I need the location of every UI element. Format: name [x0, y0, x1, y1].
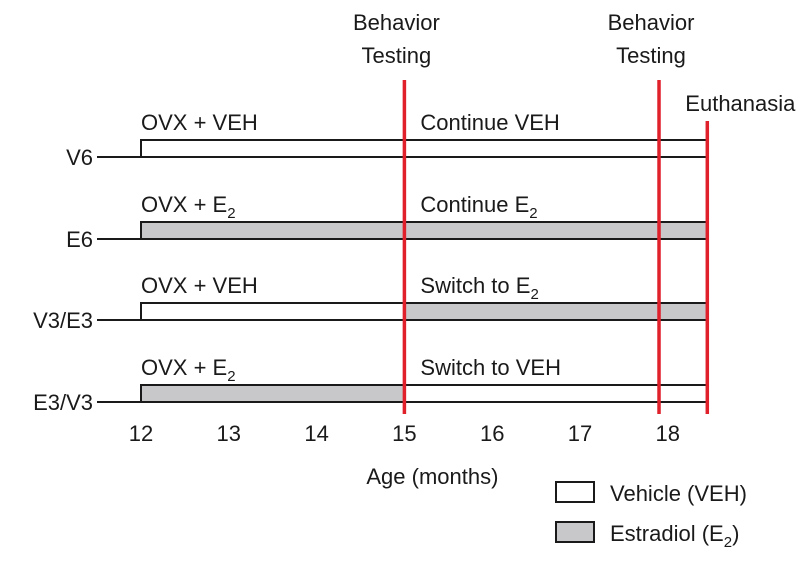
group-v3-e3-phase1-bar [140, 302, 406, 321]
behavior-1-label-line1: Behavior [353, 10, 440, 35]
x-tick-12: 12 [129, 421, 153, 446]
x-tick-13: 13 [217, 421, 241, 446]
group-v6-phase1-label-text: OVX + VEH [141, 110, 258, 135]
euthanasia-label: Euthanasia [685, 91, 796, 116]
group-e3-v3-phase1-label: OVX + E2 [141, 355, 236, 385]
legend-swatch-vehicle [555, 481, 595, 503]
group-v3-e3-phase2-label: Switch to E2 [420, 273, 538, 303]
x-tick-17: 17 [568, 421, 592, 446]
legend-label-vehicle: Vehicle (VEH) [610, 481, 747, 506]
group-e6-phase2-label-subscript: 2 [529, 205, 537, 222]
group-e3-v3-phase1-bar [140, 384, 406, 403]
group-v3-e3-phase1-label: OVX + VEH [141, 273, 258, 298]
group-v3-e3-label: V3/E3 [33, 308, 93, 333]
group-v3-e3-phase2-label-text: Switch to E [420, 273, 530, 298]
legend-label-estradiol-subscript: 2 [724, 534, 732, 551]
group-e6-label: E6 [66, 227, 93, 252]
group-e6-phase1-label-subscript: 2 [227, 205, 235, 222]
group-e6-phase1-label-text: OVX + E [141, 192, 227, 217]
group-v3-e3-phase2-label-subscript: 2 [530, 286, 538, 303]
group-v6-phase2-bar [403, 139, 709, 158]
x-tick-14: 14 [304, 421, 328, 446]
group-e6-phase1-bar [140, 221, 406, 240]
group-e3-v3-phase2-label-text: Switch to VEH [420, 355, 561, 380]
x-tick-15: 15 [392, 421, 416, 446]
group-e3-v3-phase2-label: Switch to VEH [420, 355, 561, 380]
group-e3-v3-phase2-bar [403, 384, 709, 403]
group-e3-v3-phase1-label-subscript: 2 [227, 368, 235, 385]
behavior-2-label-line1: Behavior [608, 10, 695, 35]
x-tick-16: 16 [480, 421, 504, 446]
group-e3-v3-phase1-label-text: OVX + E [141, 355, 227, 380]
group-e6-phase2-bar [403, 221, 709, 240]
x-tick-18: 18 [656, 421, 680, 446]
group-v3-e3-phase2-bar [403, 302, 709, 321]
group-e6-phase2-label-text: Continue E [420, 192, 529, 217]
legend-label-vehicle-text: Vehicle (VEH) [610, 481, 747, 506]
legend-label-estradiol-text: Estradiol (E [610, 521, 724, 546]
group-v6-phase2-label-text: Continue VEH [420, 110, 559, 135]
legend-label-estradiol: Estradiol (E2) [610, 521, 739, 551]
group-v6-phase1-label: OVX + VEH [141, 110, 258, 135]
legend-label-estradiol-text-after: ) [732, 521, 739, 546]
group-v6-label: V6 [66, 145, 93, 170]
group-v6-phase2-label: Continue VEH [420, 110, 559, 135]
group-e6-phase2-label: Continue E2 [420, 192, 537, 222]
behavior-2-label-line2: Testing [616, 43, 686, 68]
legend-swatch-estradiol [555, 521, 595, 543]
behavior-1-label-line2: Testing [362, 43, 432, 68]
x-axis-title: Age (months) [366, 464, 498, 489]
group-e6-phase1-label: OVX + E2 [141, 192, 236, 222]
group-v3-e3-phase1-label-text: OVX + VEH [141, 273, 258, 298]
group-v6-phase1-bar [140, 139, 406, 158]
group-e3-v3-label: E3/V3 [33, 390, 93, 415]
